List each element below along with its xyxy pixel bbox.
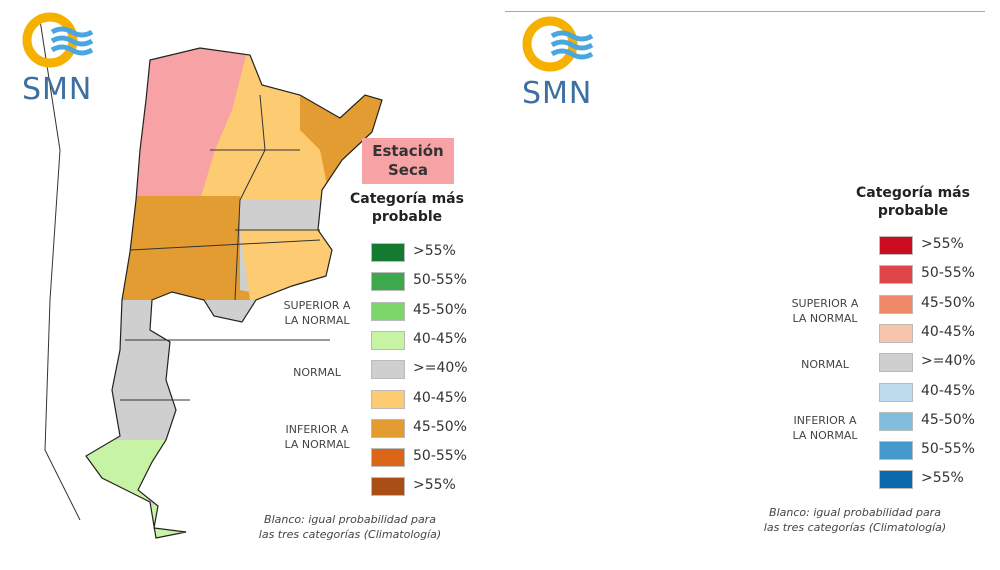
- legend-item: 40-45%: [371, 330, 491, 353]
- note-line2: las tres categorías (Climatología): [258, 528, 442, 541]
- legend-label: 40-45%: [413, 389, 467, 406]
- logo-text: SMN: [522, 76, 593, 111]
- legend-swatch: [879, 382, 913, 402]
- legend-label: >55%: [413, 477, 456, 494]
- legend-label: >=40%: [921, 353, 976, 370]
- legend-swatch: [879, 411, 913, 431]
- legend-title-line1: Categoría más: [856, 185, 970, 201]
- legend-item: >55%: [371, 243, 491, 265]
- legend-note: Blanco: igual probabilidad para las tres …: [240, 512, 460, 542]
- legend-label: 40-45%: [413, 330, 467, 347]
- category-superior: SUPERIOR A LA NORMAL: [272, 298, 362, 328]
- dry-season-forecast-panel: SMN Estación Seca Categoría más probable >…: [22, 10, 491, 542]
- smn-logo: SMN: [522, 14, 602, 111]
- legend-swatch: [371, 243, 405, 262]
- legend-title-line1: Categoría más: [350, 191, 464, 207]
- legend-swatch: [371, 477, 405, 497]
- legend-item: 45-50%: [371, 418, 491, 441]
- legend-label: >55%: [921, 236, 964, 252]
- category-normal: NORMAL: [293, 366, 341, 379]
- legend-item: >=40%: [371, 360, 491, 382]
- category-inferior-line2: LA NORMAL: [792, 429, 858, 442]
- legend-item: 40-45%: [371, 389, 491, 412]
- category-inferior-line1: INFERIOR A: [793, 414, 857, 427]
- category-normal: NORMAL: [801, 358, 849, 371]
- legend-swatch: [371, 360, 405, 380]
- category-superior: SUPERIOR A LA NORMAL: [780, 296, 870, 326]
- category-superior-line2: LA NORMAL: [792, 312, 858, 325]
- category-superior-line2: LA NORMAL: [284, 314, 350, 327]
- legend-swatch: [879, 236, 913, 255]
- legend-item: 50-55%: [879, 265, 999, 287]
- legend-label: >55%: [413, 243, 456, 259]
- category-inferior: INFERIOR A LA NORMAL: [272, 422, 362, 452]
- legend-item: 50-55%: [879, 441, 999, 463]
- legend-item: 40-45%: [879, 382, 999, 405]
- legend-item: 50-55%: [371, 448, 491, 470]
- smn-logo-icon: [22, 12, 94, 68]
- legend-swatch: [371, 272, 405, 292]
- legend-label: >55%: [921, 470, 964, 487]
- legend-swatch: [879, 353, 913, 373]
- legend-title: Categoría más probable: [342, 190, 472, 226]
- argentina-precipitation-map: [39, 19, 383, 539]
- divider-line: [505, 11, 985, 12]
- legend-swatch: [879, 441, 913, 461]
- legend-title-line2: probable: [877, 203, 949, 219]
- legend-swatch: [371, 389, 405, 409]
- legend-item: 45-50%: [371, 301, 491, 324]
- legend-swatch: [879, 323, 913, 343]
- legend-swatch: [879, 294, 913, 314]
- logo-text: SMN: [22, 72, 93, 107]
- legend-title: Categoría más probable: [848, 184, 978, 220]
- category-inferior: INFERIOR A LA NORMAL: [780, 413, 870, 443]
- legend-swatch: [371, 448, 405, 468]
- legend-label: 40-45%: [921, 382, 975, 399]
- category-superior-line1: SUPERIOR A: [791, 297, 859, 310]
- category-superior-line1: SUPERIOR A: [283, 299, 351, 312]
- legend-item: 40-45%: [879, 323, 999, 346]
- legend-label: 45-50%: [921, 411, 975, 428]
- legend-item: >55%: [371, 477, 491, 499]
- category-inferior-line2: LA NORMAL: [284, 438, 350, 451]
- season-label-line2: Seca: [388, 161, 428, 179]
- season-label: Estación Seca: [362, 138, 454, 184]
- note-line2: las tres categorías (Climatología): [763, 521, 947, 534]
- smn-logo-icon: [522, 16, 594, 72]
- note-line1: Blanco: igual probabilidad para: [264, 513, 436, 526]
- legend-label: 50-55%: [413, 448, 467, 465]
- legend-item: >55%: [879, 236, 999, 258]
- smn-logo: SMN: [22, 10, 102, 107]
- category-inferior-line1: INFERIOR A: [285, 423, 349, 436]
- legend-swatch: [879, 470, 913, 490]
- legend-swatch: [371, 418, 405, 438]
- legend-label: 50-55%: [921, 441, 975, 458]
- note-line1: Blanco: igual probabilidad para: [769, 506, 941, 519]
- legend-swatch: [371, 330, 405, 350]
- legend-item: >55%: [879, 470, 999, 492]
- legend-swatch: [371, 301, 405, 321]
- legend-item: 50-55%: [371, 272, 491, 294]
- legend-label: 50-55%: [413, 272, 467, 289]
- legend-label: 45-50%: [413, 301, 467, 318]
- legend-item: 45-50%: [879, 294, 999, 317]
- normal-forecast-panel: SMN Categoría más probable >55% 50-55% 45-5…: [500, 0, 1000, 570]
- legend-label: 50-55%: [921, 265, 975, 282]
- legend-label: 45-50%: [413, 418, 467, 435]
- legend-swatch: [879, 265, 913, 285]
- legend-label: 45-50%: [921, 294, 975, 311]
- legend-item: >=40%: [879, 353, 999, 375]
- season-label-line1: Estación: [372, 142, 444, 160]
- legend-note: Blanco: igual probabilidad para las tres …: [745, 505, 965, 535]
- legend-label: 40-45%: [921, 323, 975, 340]
- legend-title-line2: probable: [371, 209, 443, 225]
- legend-item: 45-50%: [879, 411, 999, 434]
- legend-label: >=40%: [413, 360, 468, 377]
